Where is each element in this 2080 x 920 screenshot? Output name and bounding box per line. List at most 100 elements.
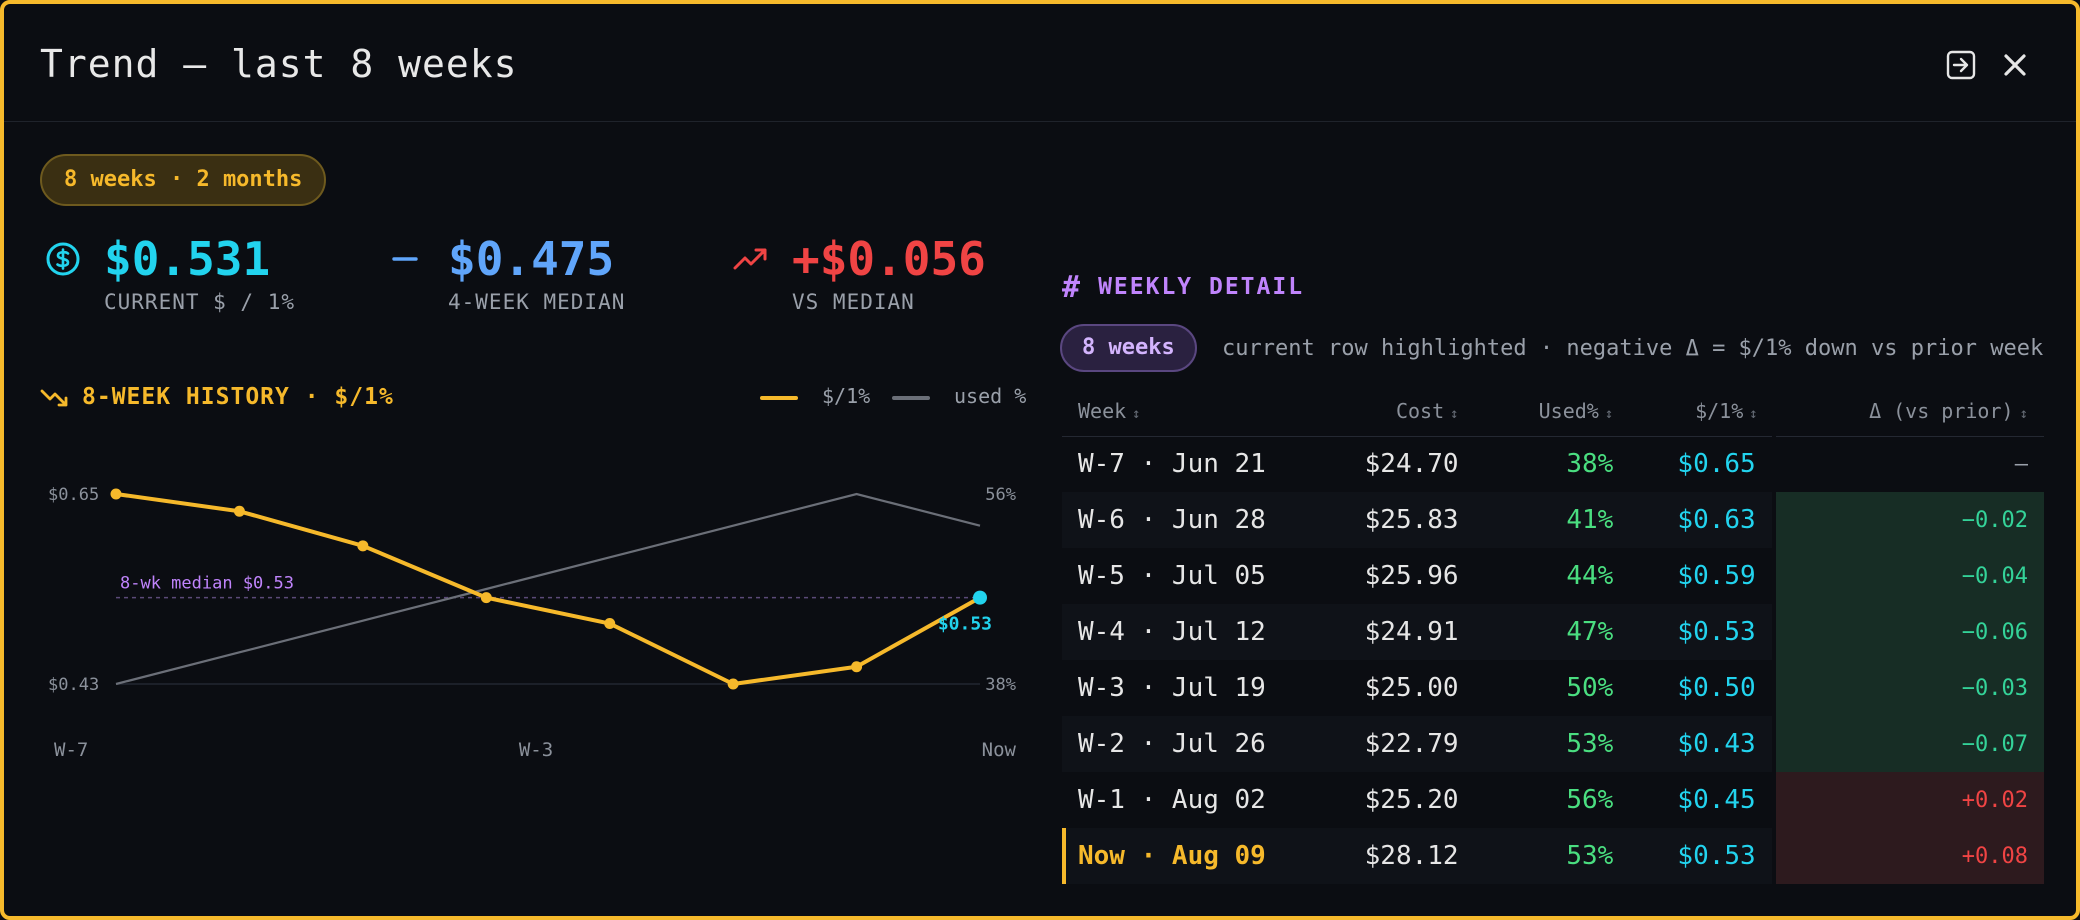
col-week-label: Week — [1078, 398, 1127, 423]
rate-point — [851, 661, 863, 673]
cell-delta: +0.08 — [1771, 828, 2044, 884]
cell-rate: $0.43 — [1629, 716, 1774, 772]
table-row[interactable]: Now · Aug 09 $28.12 53% $0.53 +0.08 — [1062, 828, 2044, 884]
cell-used: 47% — [1474, 604, 1630, 660]
x-axis-tick: Now — [982, 739, 1017, 761]
cell-week: W-2 · Jul 26 — [1062, 716, 1300, 772]
cell-cost: $25.96 — [1299, 548, 1475, 604]
x-axis-tick: W-3 — [519, 739, 553, 761]
cell-rate: $0.45 — [1629, 772, 1774, 828]
rate-series-line — [114, 492, 982, 686]
table-row[interactable]: W-6 · Jun 28 $25.83 41% $0.63 −0.02 — [1062, 492, 2044, 548]
cell-used: 56% — [1474, 772, 1630, 828]
table-row[interactable]: W-3 · Jul 19 $25.00 50% $0.50 −0.03 — [1062, 660, 2044, 716]
trending-down-icon — [40, 386, 70, 410]
cell-used: 41% — [1474, 492, 1630, 548]
cell-used: 38% — [1474, 436, 1630, 492]
col-delta-label: Δ (vs prior) — [1869, 398, 2014, 423]
weeks-filter-pill[interactable]: 8 weeks — [1060, 324, 1197, 372]
vs-median-value: +$0.056 — [792, 232, 986, 286]
current-rate-label: CURRENT $ / 1% — [104, 290, 296, 314]
export-icon[interactable] — [1944, 48, 1978, 82]
rate-point — [727, 678, 739, 690]
current-point-marker — [973, 590, 987, 605]
close-icon[interactable] — [1998, 48, 2032, 82]
right-axis-tick: 38% — [985, 675, 1016, 695]
sort-icon: ↕ — [1604, 405, 1614, 422]
legend-rate: $/1% — [760, 384, 870, 408]
cell-rate: $0.63 — [1629, 492, 1774, 548]
table-row[interactable]: W-1 · Aug 02 $25.20 56% $0.45 +0.02 — [1062, 772, 2044, 828]
cell-cost: $28.12 — [1299, 828, 1475, 884]
cell-week: W-1 · Aug 02 — [1062, 772, 1300, 828]
cell-used: 50% — [1474, 660, 1630, 716]
used-series-line — [115, 492, 981, 686]
cell-delta: −0.03 — [1771, 660, 2044, 716]
cell-rate: $0.50 — [1629, 660, 1774, 716]
cell-week: W-7 · Jun 21 — [1062, 436, 1300, 492]
legend-used-label: used % — [954, 384, 1027, 408]
cell-rate: $0.53 — [1629, 828, 1774, 884]
history-title: 8-WEEK HISTORY · $/1% — [40, 384, 394, 410]
sort-icon: ↕ — [1749, 405, 1758, 422]
cell-used: 44% — [1474, 548, 1630, 604]
cell-cost: $24.91 — [1299, 604, 1475, 660]
cell-used: 53% — [1474, 828, 1630, 884]
cell-delta: −0.04 — [1771, 548, 2044, 604]
panel-title: Trend — last 8 weeks — [40, 42, 518, 86]
median-label: 8-wk median $0.53 — [120, 574, 294, 594]
hash-icon: # — [1062, 270, 1083, 305]
weekly-detail-title: # WEEKLY DETAIL — [1062, 270, 1304, 305]
cell-cost: $22.79 — [1299, 716, 1475, 772]
table-row[interactable]: W-2 · Jul 26 $22.79 53% $0.43 −0.07 — [1062, 716, 2044, 772]
cell-delta: +0.02 — [1771, 772, 2044, 828]
col-used[interactable]: Used% ↕ — [1474, 386, 1630, 437]
sort-icon: ↕ — [2019, 405, 2028, 422]
sort-icon: ↕ — [1132, 405, 1141, 422]
cell-rate: $0.53 — [1629, 604, 1774, 660]
table-row[interactable]: W-4 · Jul 12 $24.91 47% $0.53 −0.06 — [1062, 604, 2044, 660]
current-rate-value: $0.531 — [104, 232, 271, 286]
sort-icon: ↕ — [1450, 405, 1459, 422]
current-point-label: $0.53 — [938, 614, 992, 635]
table-row[interactable]: W-7 · Jun 21 $24.70 38% $0.65— — [1062, 436, 2044, 492]
col-cost[interactable]: Cost ↕ — [1299, 386, 1475, 437]
trending-up-icon — [732, 240, 770, 278]
cell-rate: $0.59 — [1629, 548, 1774, 604]
weekly-table-body: W-7 · Jun 21 $24.70 38% $0.65— W-6 · Jun 28 $… — [1062, 436, 2044, 884]
cell-week: W-6 · Jun 28 — [1062, 492, 1300, 548]
cell-delta: −0.06 — [1771, 604, 2044, 660]
cell-cost: $24.70 — [1299, 436, 1475, 492]
legend-used: used % — [892, 384, 1026, 408]
weekly-detail-title-text: WEEKLY DETAIL — [1098, 274, 1305, 300]
left-axis-tick: $0.65 — [48, 485, 99, 505]
history-chart: 8-wk median $0.53 $0.65 $0.43 56% 38% W-7 W-3 N… — [48, 485, 1017, 761]
col-week[interactable]: Week ↕ — [1062, 386, 1300, 437]
table-row[interactable]: W-5 · Jul 05 $25.96 44% $0.59 −0.04 — [1062, 548, 2044, 604]
x-axis-tick: W-7 — [54, 739, 88, 761]
history-title-text: 8-WEEK HISTORY · $/1% — [82, 384, 394, 410]
rate-point — [357, 540, 369, 552]
col-delta[interactable]: Δ (vs prior) ↕ — [1773, 386, 2044, 437]
range-badge: 8 weeks · 2 months — [40, 154, 327, 206]
col-used-label: Used% — [1538, 398, 1599, 423]
panel-header: Trend — last 8 weeks — [4, 4, 2076, 122]
dollar-circle-icon — [44, 240, 82, 278]
rate-point — [480, 592, 492, 604]
median-value: $0.475 — [448, 232, 615, 286]
rate-point — [110, 488, 122, 500]
weekly-table: Week ↕ Cost ↕ Used% ↕ $/1% ↕ Δ (vs prior) ↕ W… — [1062, 386, 2044, 884]
cell-delta: −0.07 — [1771, 716, 2044, 772]
weekly-detail-note: current row highlighted · negative Δ = $… — [1222, 336, 2044, 361]
cell-week: W-5 · Jul 05 — [1062, 548, 1300, 604]
cell-cost: $25.00 — [1299, 660, 1475, 716]
cell-delta: — — [1771, 436, 2044, 492]
cell-week: W-4 · Jul 12 — [1062, 604, 1300, 660]
col-cost-label: Cost — [1395, 398, 1445, 423]
cell-cost: $25.20 — [1299, 772, 1475, 828]
median-label: 4-WEEK MEDIAN — [448, 290, 626, 314]
cell-week: Now · Aug 09 — [1062, 828, 1300, 884]
rate-point — [233, 505, 245, 517]
col-rate[interactable]: $/1% ↕ — [1629, 386, 1774, 437]
